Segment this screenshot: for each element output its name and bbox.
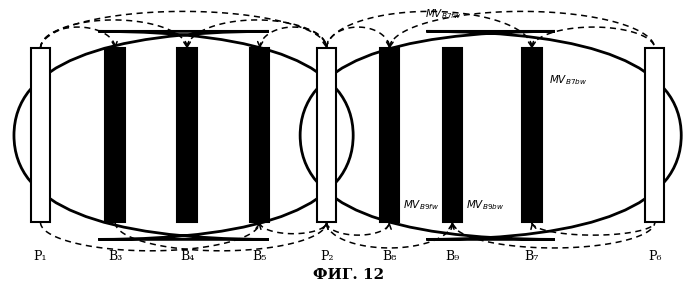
Text: P₁: P₁: [34, 250, 47, 263]
Bar: [105, 48, 125, 222]
Bar: [522, 48, 542, 222]
Text: P₆: P₆: [648, 250, 662, 263]
Bar: [317, 48, 336, 222]
Bar: [380, 48, 399, 222]
Text: P₂: P₂: [320, 250, 334, 263]
Bar: [31, 48, 50, 222]
Bar: [645, 48, 664, 222]
Bar: [177, 48, 197, 222]
Bar: [443, 48, 462, 222]
Text: $MV_{B7fw}$: $MV_{B7fw}$: [425, 7, 461, 21]
Text: $MV_{B7bw}$: $MV_{B7bw}$: [549, 73, 587, 87]
Text: B₈: B₈: [383, 250, 396, 263]
Text: B₄: B₄: [180, 250, 194, 263]
Text: B₅: B₅: [253, 250, 267, 263]
Text: $MV_{B9fw}$: $MV_{B9fw}$: [403, 198, 439, 212]
Text: B₇: B₇: [525, 250, 539, 263]
Text: B₉: B₉: [445, 250, 459, 263]
Text: B₃: B₃: [108, 250, 122, 263]
Bar: [250, 48, 269, 222]
Text: ФИГ. 12: ФИГ. 12: [313, 268, 385, 282]
Text: $MV_{B9bw}$: $MV_{B9bw}$: [466, 198, 504, 212]
